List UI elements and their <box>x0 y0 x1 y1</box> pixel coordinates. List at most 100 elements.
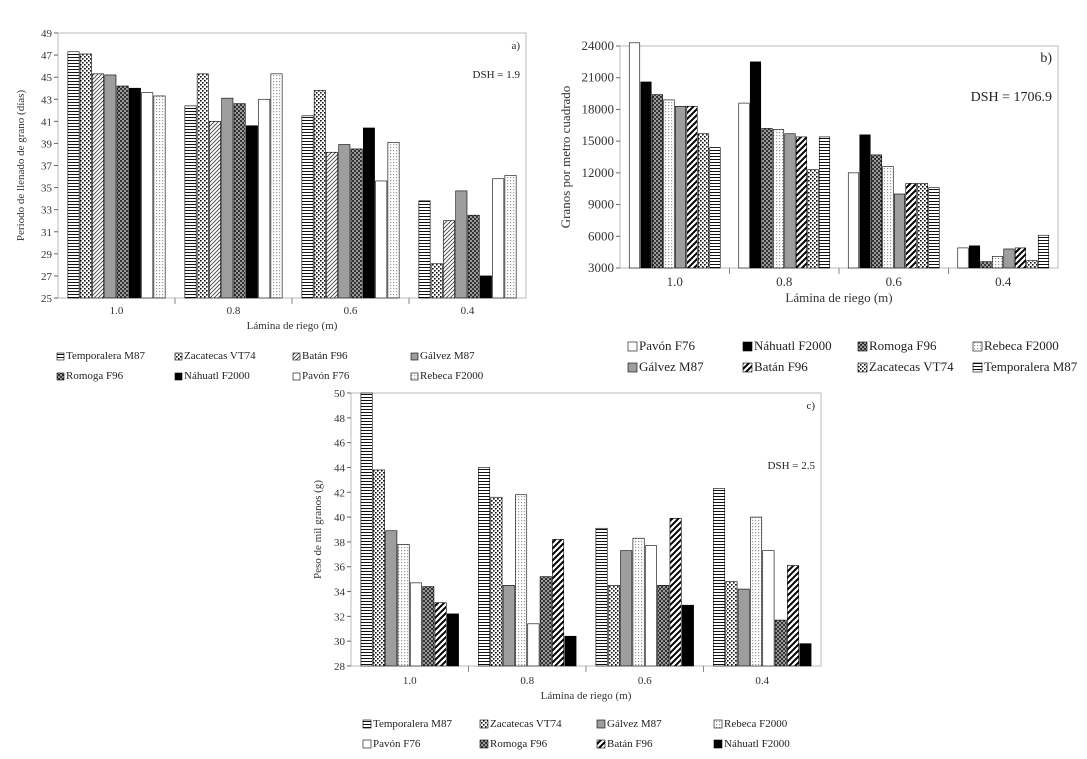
y-tick-label: 27 <box>41 271 53 283</box>
bar-galvez-m87-0-8 <box>784 133 796 269</box>
bar-romoga-f96-0-8 <box>761 128 773 269</box>
legend-label-batan-f96: Batán F96 <box>754 359 808 374</box>
x-tick-label: 0.6 <box>638 675 652 687</box>
legend-label-zacatecas-vt74: Zacatecas VT74 <box>184 350 256 362</box>
bar-romoga-f96-0-8 <box>233 103 246 299</box>
y-tick-label: 9000 <box>588 197 614 212</box>
bar-zacatecas-vt74-0-8 <box>490 496 503 667</box>
legend-swatch-temporalera-m87 <box>972 362 983 373</box>
y-tick-label: 46 <box>334 438 346 450</box>
y-tick-label: 6000 <box>588 228 614 243</box>
y-tick-label: 24000 <box>582 38 615 53</box>
bar-pavon-f76-0-4 <box>762 550 775 667</box>
bar-romoga-f96-0-4 <box>774 619 787 667</box>
y-tick-label: 45 <box>41 72 53 84</box>
panel-label: c) <box>806 400 815 412</box>
y-tick-label: 12000 <box>582 165 615 180</box>
bar-pavon-f76-0-8 <box>738 102 750 269</box>
bar-rebeca-f2000-1-0 <box>663 99 675 269</box>
bar-nahuatl-f2000-0-8 <box>245 125 258 299</box>
bar-galvez-m87-0-8 <box>221 97 234 299</box>
y-tick-label: 18000 <box>582 101 615 116</box>
bar-batan-f96-0-8 <box>552 539 565 667</box>
bar-galvez-m87-1-0 <box>674 105 687 269</box>
bar-temporalera-m87-1-0 <box>709 147 721 269</box>
bar-batan-f96-1-0 <box>686 105 698 269</box>
bar-nahuatl-f2000-0-8 <box>749 61 762 269</box>
bar-batan-f96-1-0 <box>434 602 447 667</box>
bar-batan-f96-0-4 <box>1014 247 1027 269</box>
y-tick-label: 50 <box>334 388 346 400</box>
legend-swatch-zacatecas-vt74 <box>479 719 489 729</box>
y-axis-title: Granos por metro cuadrado <box>558 86 573 229</box>
legend-swatch-pavon-f76 <box>627 341 638 352</box>
legend-label-temporalera-m87: Temporalera M87 <box>373 718 452 730</box>
bar-pavon-f76-1-0 <box>409 582 422 667</box>
chart-panel-b: 3000 6000 9000 12000 15000 18000 21000 24000 1.0… <box>548 0 1087 380</box>
legend-label-rebeca-f2000: Rebeca F2000 <box>420 370 484 382</box>
bar-pavon-f76-0-6 <box>847 172 860 269</box>
legend-label-batan-f96: Batán F96 <box>302 350 348 362</box>
bar-pavon-f76-0-8 <box>527 623 540 667</box>
bar-romoga-f96-0-4 <box>980 261 992 269</box>
y-tick-label: 25 <box>41 293 53 305</box>
legend-swatch-pavon-f76 <box>292 372 301 381</box>
bar-nahuatl-f2000-0-4 <box>968 245 981 269</box>
y-tick-label: 48 <box>334 413 346 425</box>
bar-zacatecas-vt74-0-6 <box>313 90 326 299</box>
legend-swatch-nahuatl-f2000 <box>742 341 753 352</box>
bar-temporalera-m87-0-4 <box>418 200 431 299</box>
chart-panel-a: 25 27 29 31 33 35 37 39 41 43 45 47 49 1.0 0.8 0.6 0.4 Lá… <box>0 0 545 382</box>
legend-label-temporalera-m87: Temporalera M87 <box>66 350 145 362</box>
legend-swatch-rebeca-f2000 <box>410 372 419 381</box>
bar-zacatecas-vt74-1-0 <box>697 133 710 269</box>
bar-zacatecas-vt74-0-8 <box>196 73 209 299</box>
bar-pavon-f76-1-0 <box>141 92 154 299</box>
legend-label-batan-f96: Batán F96 <box>607 738 653 750</box>
y-axis-title: Periodo de llenado de grano (días) <box>15 90 27 242</box>
legend-swatch-batan-f96 <box>596 739 606 749</box>
legend-swatch-temporalera-m87 <box>362 719 372 729</box>
legend-label-galvez-m87: Gálvez M87 <box>607 718 662 730</box>
bar-galvez-m87-1-0 <box>385 530 398 667</box>
legend-label-pavon-f76: Pavón F76 <box>639 338 695 353</box>
bar-nahuatl-f2000-1-0 <box>640 81 652 269</box>
y-tick-label: 38 <box>334 537 346 549</box>
bar-romoga-f96-0-8 <box>539 576 552 667</box>
bar-romoga-f96-1-0 <box>651 94 664 269</box>
bar-nahuatl-f2000-0-8 <box>564 635 577 667</box>
bar-romoga-f96-0-4 <box>467 214 480 299</box>
x-tick-label: 0.4 <box>461 305 475 317</box>
legend-swatch-temporalera-m87 <box>56 352 65 361</box>
bar-nahuatl-f2000-0-6 <box>681 604 694 667</box>
legend-swatch-batan-f96 <box>742 362 753 373</box>
bar-galvez-m87-0-6 <box>338 144 351 299</box>
bar-rebeca-f2000-0-6 <box>882 166 894 269</box>
bar-pavon-f76-0-4 <box>957 247 969 269</box>
bar-temporalera-m87-0-8 <box>184 105 197 299</box>
y-tick-label: 42 <box>334 487 345 499</box>
y-tick-label: 33 <box>41 205 53 217</box>
bar-galvez-m87-1-0 <box>104 74 117 299</box>
bar-romoga-f96-1-0 <box>116 85 129 299</box>
bar-zacatecas-vt74-0-6 <box>607 585 620 667</box>
dsh-annotation: DSH = 1.9 <box>473 69 521 81</box>
bar-romoga-f96-0-6 <box>350 148 363 299</box>
bar-zacatecas-vt74-0-8 <box>807 169 819 269</box>
legend-swatch-batan-f96 <box>292 352 301 361</box>
legend-swatch-romoga-f96 <box>56 372 65 381</box>
y-tick-label: 30 <box>334 636 346 648</box>
bar-batan-f96-0-6 <box>905 183 917 269</box>
y-tick-label: 15000 <box>582 133 615 148</box>
bar-rebeca-f2000-0-6 <box>387 142 400 299</box>
legend-swatch-nahuatl-f2000 <box>174 372 183 381</box>
bar-rebeca-f2000-0-8 <box>515 494 528 667</box>
x-tick-label: 1.0 <box>403 675 417 687</box>
bar-temporalera-m87-0-4 <box>713 488 726 667</box>
bar-temporalera-m87-1-0 <box>67 51 80 299</box>
y-tick-label: 49 <box>41 28 53 40</box>
bar-temporalera-m87-0-6 <box>301 115 314 299</box>
bar-temporalera-m87-0-6 <box>928 187 940 269</box>
bar-galvez-m87-0-4 <box>455 190 468 299</box>
x-axis-title: Lámina de riego (m) <box>247 320 338 332</box>
